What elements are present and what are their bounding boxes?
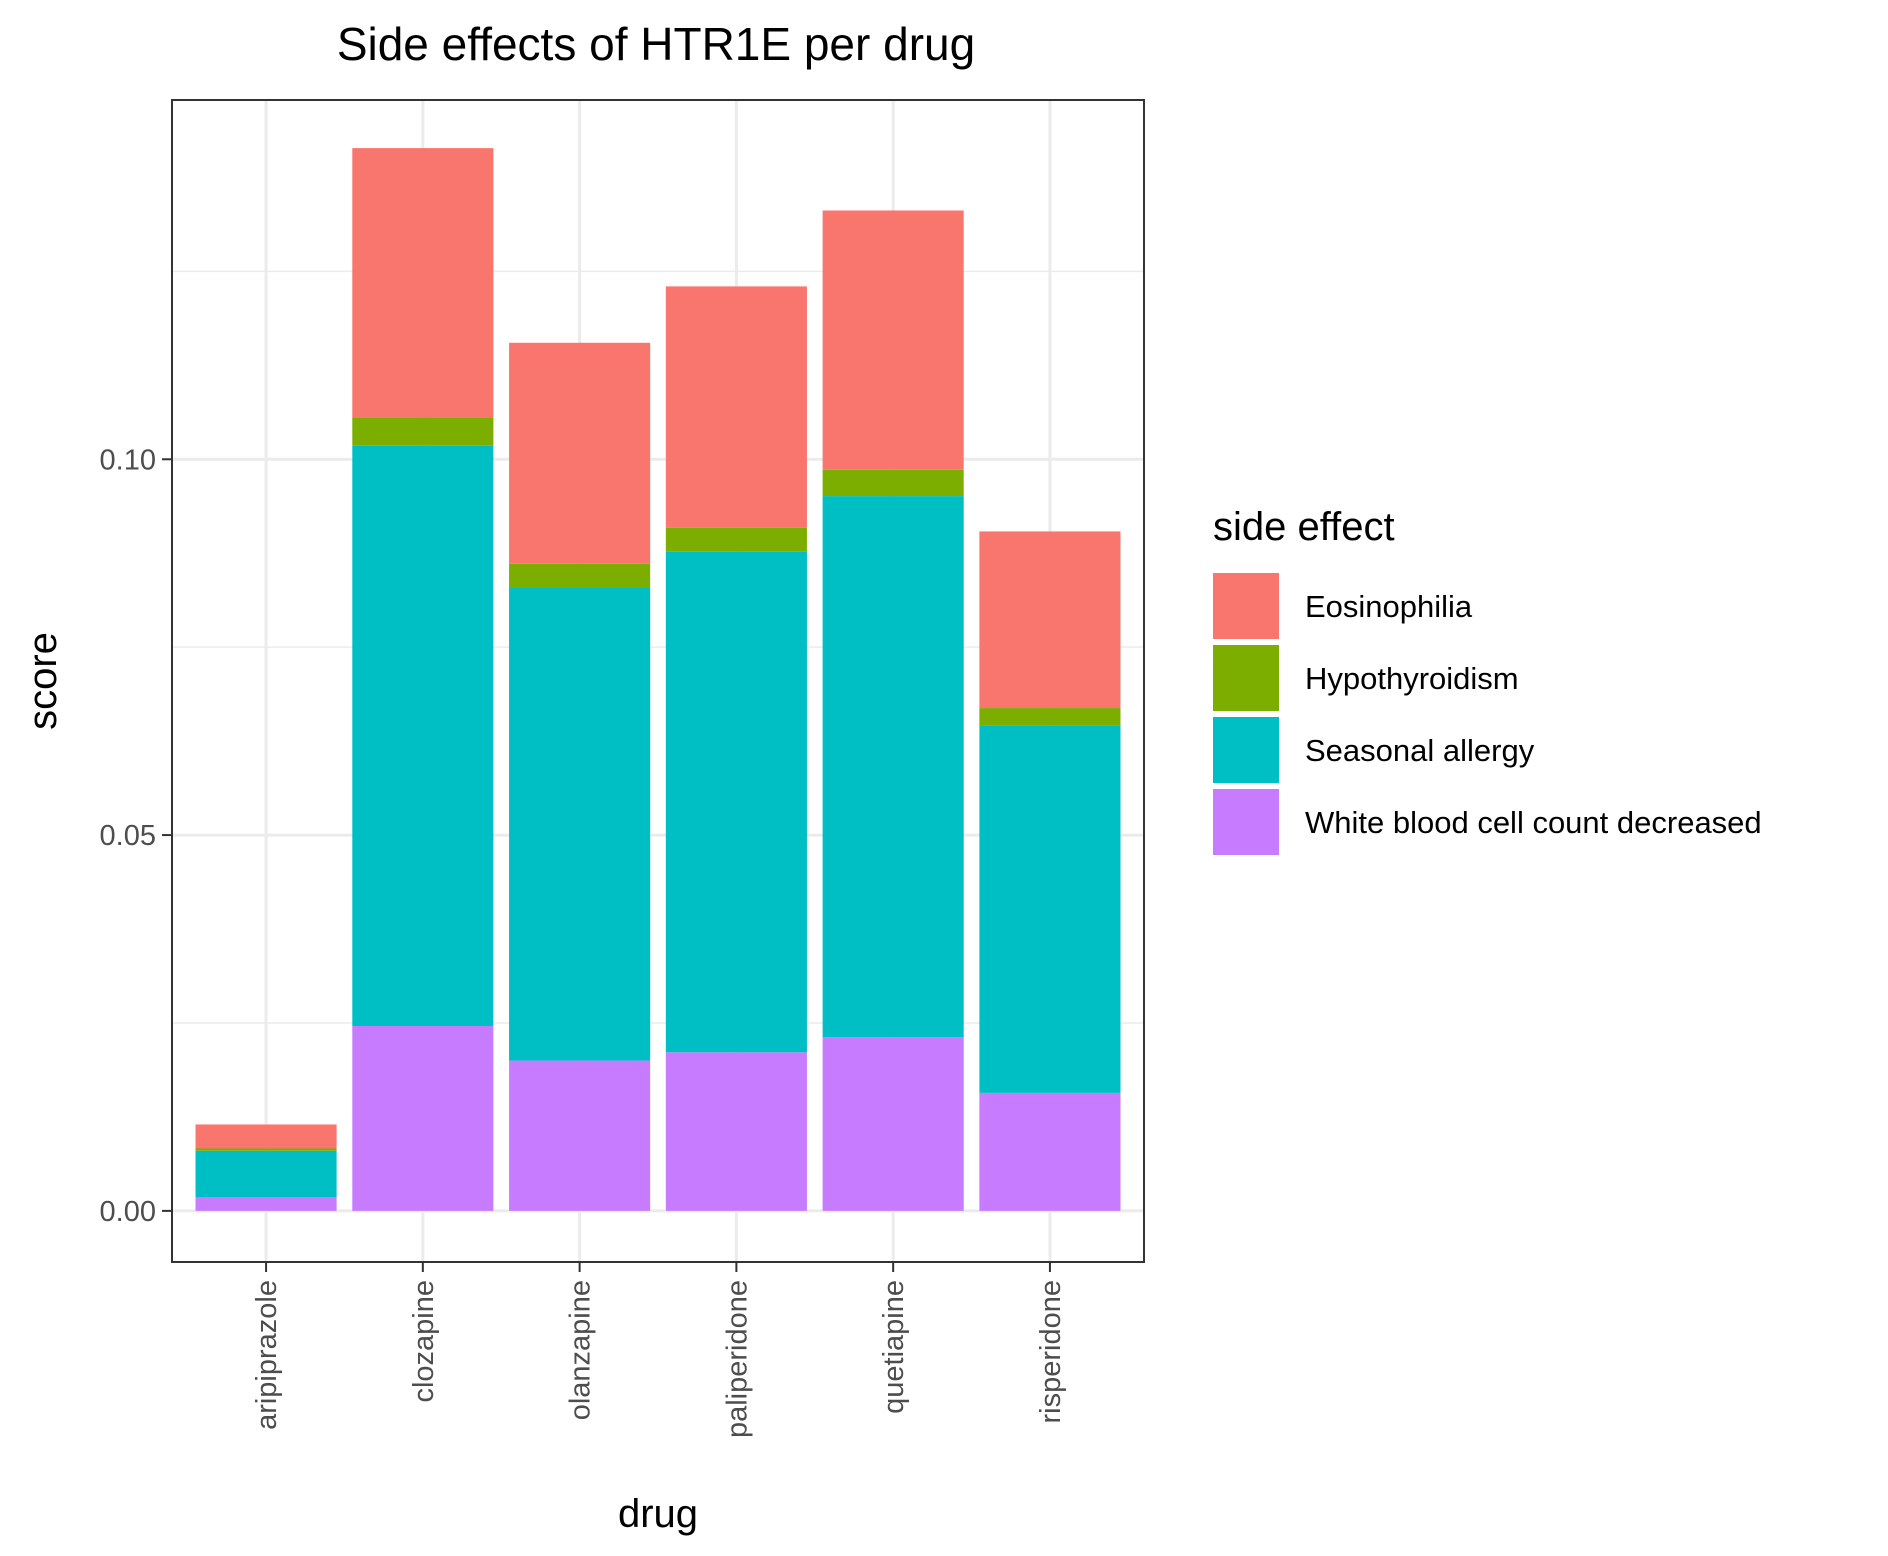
bar-segment: [979, 725, 1121, 1093]
bar-segment: [195, 1197, 337, 1211]
y-tick-label: 0.05: [100, 820, 156, 852]
chart-title: Side effects of HTR1E per drug: [337, 18, 975, 70]
bar-segment: [979, 708, 1121, 726]
panel-border: [171, 99, 1145, 1263]
legend-label: White blood cell count decreased: [1305, 805, 1762, 840]
legend-label: Seasonal allergy: [1305, 733, 1535, 768]
x-tick-label: risperidone: [1035, 1280, 1067, 1423]
x-tick-label: aripiprazole: [251, 1280, 283, 1430]
bar-segment: [352, 445, 494, 1026]
legend-key: [1213, 789, 1279, 855]
legend-items: Eosinophilia Hypothyroidism Seasonal aller…: [1213, 573, 1762, 855]
legend: side effect Eosinophilia Hypothyroidism Se…: [1213, 505, 1762, 855]
bar-segment: [509, 1060, 651, 1211]
bar-segment: [352, 148, 494, 418]
bar-segment: [822, 210, 964, 470]
bar-segment: [352, 1025, 494, 1211]
bar-segment: [822, 1037, 964, 1211]
y-axis-title: score: [21, 632, 65, 730]
bar-segment: [509, 563, 651, 588]
y-tick-label: 0.00: [100, 1196, 156, 1228]
bar-segment: [195, 1150, 337, 1198]
bar-segment: [195, 1124, 337, 1149]
bar-segment: [665, 286, 807, 528]
legend-title: side effect: [1213, 505, 1395, 549]
x-tick-label: quetiapine: [878, 1280, 910, 1414]
legend-label: Hypothyroidism: [1305, 661, 1519, 696]
legend-key: [1213, 645, 1279, 711]
bar-segment: [352, 417, 494, 446]
bar-segment: [665, 551, 807, 1053]
axes-layer: 0.00 0.05 0.10 aripiprazole clozapine olanzap…: [100, 444, 1067, 1438]
legend-key: [1213, 573, 1279, 639]
bar-segment: [665, 527, 807, 552]
legend-key: [1213, 717, 1279, 783]
bar-segment: [979, 1092, 1121, 1211]
x-tick-label: clozapine: [408, 1280, 440, 1403]
legend-label: Eosinophilia: [1305, 589, 1473, 624]
x-tick-label: olanzapine: [565, 1280, 597, 1420]
bar-segment: [195, 1148, 337, 1151]
x-tick-label: paliperidone: [721, 1280, 753, 1438]
bar-segment: [979, 531, 1121, 709]
bar-segment: [509, 342, 651, 564]
bar-segment: [665, 1052, 807, 1211]
y-tick-label: 0.10: [100, 444, 156, 476]
bar-segment: [822, 469, 964, 497]
bar-segment: [509, 587, 651, 1061]
x-axis-title: drug: [618, 1492, 698, 1536]
bar-segment: [822, 496, 964, 1038]
bars-layer: [195, 148, 1121, 1211]
